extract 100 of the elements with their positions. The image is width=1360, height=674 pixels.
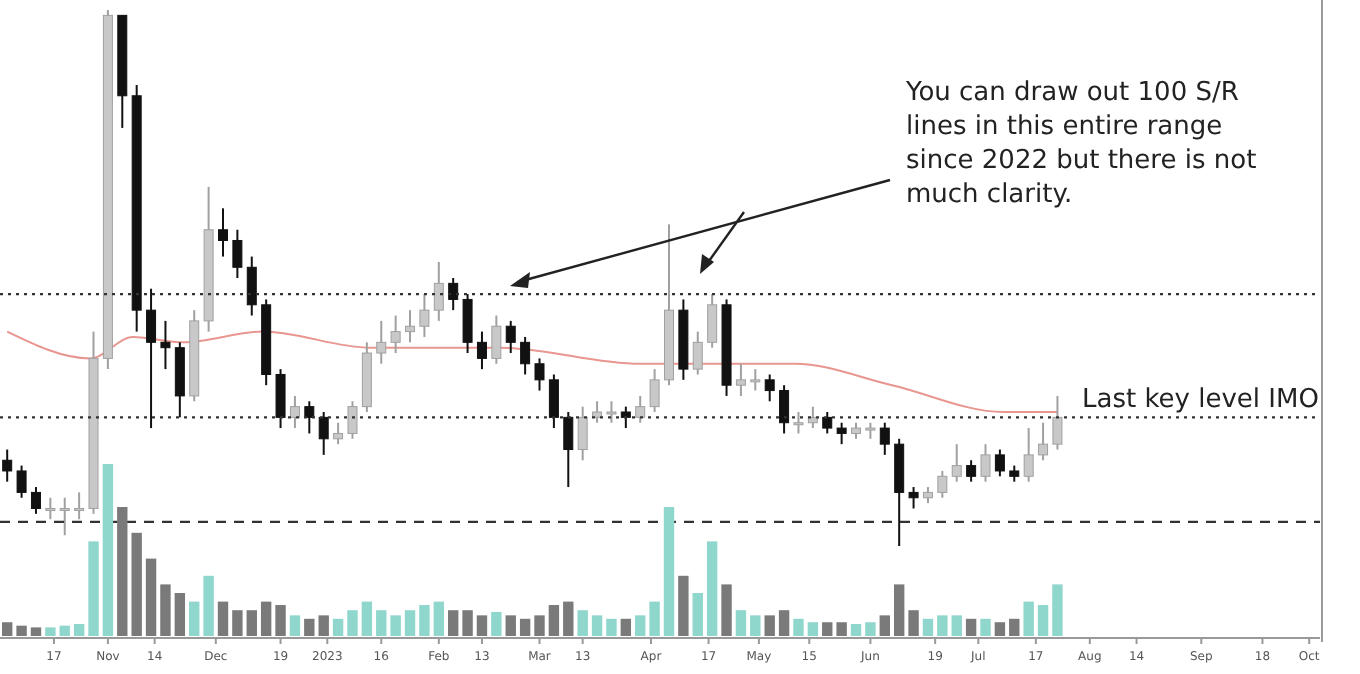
bar bbox=[822, 622, 833, 636]
bar bbox=[289, 615, 301, 636]
candlestick bbox=[966, 459, 977, 483]
candlestick bbox=[1023, 427, 1034, 483]
bar bbox=[649, 601, 660, 636]
bar bbox=[706, 541, 718, 636]
candlestick bbox=[994, 448, 1005, 478]
candlestick bbox=[951, 443, 962, 483]
candlestick bbox=[289, 394, 300, 430]
bar bbox=[189, 601, 200, 636]
candlestick bbox=[620, 405, 631, 430]
bar bbox=[419, 605, 430, 636]
bar bbox=[865, 622, 876, 636]
candlestick bbox=[59, 496, 70, 537]
bar bbox=[534, 615, 545, 636]
bar bbox=[620, 618, 632, 636]
candlestick bbox=[30, 486, 41, 515]
candlestick bbox=[937, 469, 948, 499]
bar bbox=[965, 618, 977, 636]
candlestick bbox=[793, 411, 804, 435]
candlestick bbox=[491, 314, 502, 365]
bar bbox=[361, 601, 373, 636]
bar bbox=[117, 507, 128, 636]
bar bbox=[260, 601, 272, 636]
candlestick bbox=[879, 421, 890, 456]
candlestick bbox=[45, 496, 56, 521]
candlestick bbox=[1038, 421, 1049, 462]
bar bbox=[678, 575, 689, 636]
candlestick bbox=[405, 309, 416, 344]
bar bbox=[893, 584, 905, 636]
bar bbox=[217, 601, 229, 636]
candlestick bbox=[779, 384, 790, 435]
bar bbox=[447, 610, 459, 636]
bar bbox=[606, 618, 617, 636]
bar bbox=[692, 593, 703, 636]
bar bbox=[73, 623, 85, 636]
bar bbox=[174, 593, 186, 636]
candlestick bbox=[822, 411, 833, 435]
bar bbox=[994, 622, 1006, 636]
bar bbox=[735, 610, 747, 636]
candlestick bbox=[592, 400, 603, 424]
candlestick bbox=[692, 330, 703, 376]
bar bbox=[879, 615, 890, 636]
bar bbox=[793, 618, 804, 636]
bar bbox=[347, 610, 358, 636]
bar bbox=[750, 615, 761, 636]
candlestick bbox=[635, 394, 646, 424]
bar bbox=[836, 622, 847, 636]
candlestick bbox=[764, 373, 775, 403]
candlestick bbox=[347, 400, 358, 440]
candlestick bbox=[376, 319, 387, 365]
bar bbox=[246, 610, 257, 636]
bar bbox=[88, 541, 99, 636]
candlestick bbox=[908, 486, 919, 510]
bar bbox=[332, 618, 344, 636]
candlestick bbox=[390, 314, 401, 355]
candlestick bbox=[433, 260, 444, 322]
bar bbox=[404, 610, 416, 636]
bar bbox=[577, 610, 588, 636]
candlestick bbox=[218, 207, 228, 258]
candlestick bbox=[304, 400, 315, 435]
bar bbox=[131, 532, 142, 636]
candlestick bbox=[275, 368, 286, 430]
candlestick bbox=[333, 421, 344, 446]
bar bbox=[491, 611, 502, 636]
candlestick bbox=[146, 287, 157, 430]
candlestick bbox=[735, 362, 746, 397]
bar bbox=[102, 464, 114, 636]
bar bbox=[433, 601, 444, 636]
bar bbox=[937, 615, 948, 636]
bar bbox=[922, 618, 934, 636]
candlestick bbox=[520, 335, 531, 376]
bar bbox=[1052, 584, 1063, 636]
bar bbox=[1, 622, 13, 636]
candlestick bbox=[1052, 394, 1063, 451]
bar bbox=[59, 625, 70, 636]
candlestick bbox=[74, 491, 85, 521]
bar bbox=[1009, 618, 1020, 636]
bar bbox=[519, 618, 531, 636]
candlestick bbox=[462, 293, 473, 355]
bar bbox=[275, 605, 286, 636]
candlestick bbox=[419, 293, 430, 338]
bar bbox=[30, 627, 42, 636]
candlestick bbox=[534, 357, 545, 392]
candlestick bbox=[246, 255, 257, 317]
bar bbox=[304, 618, 315, 636]
candlestick bbox=[606, 400, 617, 424]
bar bbox=[203, 575, 214, 636]
bar bbox=[462, 610, 473, 636]
candlestick bbox=[16, 464, 27, 499]
candlestick bbox=[563, 411, 574, 489]
candlestick bbox=[980, 443, 991, 483]
candlestick bbox=[505, 319, 516, 355]
bar bbox=[764, 615, 775, 636]
bar bbox=[721, 584, 732, 636]
candlestick bbox=[548, 373, 559, 430]
candlestick bbox=[448, 277, 459, 312]
bar bbox=[908, 610, 919, 636]
candlestick bbox=[476, 330, 487, 371]
bar bbox=[663, 507, 675, 636]
